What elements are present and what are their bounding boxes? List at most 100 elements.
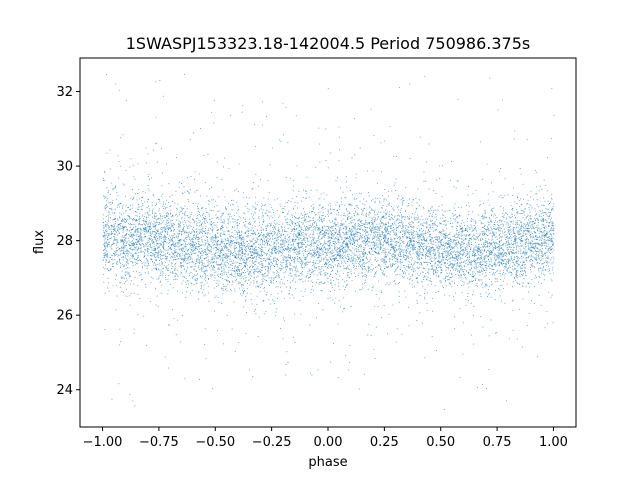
scatter-point <box>216 247 218 249</box>
scatter-point <box>364 251 366 253</box>
scatter-point <box>198 236 199 238</box>
scatter-point <box>423 261 424 263</box>
scatter-point <box>358 257 360 259</box>
scatter-point <box>507 194 509 196</box>
scatter-point <box>442 230 444 232</box>
scatter-point <box>484 255 486 257</box>
scatter-point <box>266 116 267 117</box>
scatter-point <box>410 250 411 252</box>
scatter-point <box>296 234 298 236</box>
scatter-point <box>541 234 543 236</box>
scatter-point <box>316 267 318 269</box>
scatter-point <box>221 240 222 242</box>
scatter-point <box>450 266 452 267</box>
scatter-point <box>122 240 124 242</box>
scatter-point <box>387 241 389 243</box>
scatter-point <box>159 275 161 276</box>
scatter-point <box>189 192 191 194</box>
scatter-point <box>453 265 455 267</box>
scatter-point <box>469 205 471 207</box>
scatter-point <box>299 226 300 228</box>
scatter-point <box>508 244 510 245</box>
scatter-point <box>378 265 380 266</box>
scatter-point <box>446 234 448 236</box>
scatter-point <box>235 257 237 258</box>
scatter-point <box>319 274 321 276</box>
scatter-point <box>317 369 319 371</box>
scatter-point <box>295 223 297 225</box>
scatter-point <box>289 250 290 251</box>
scatter-point <box>116 206 118 208</box>
scatter-point <box>153 236 155 238</box>
scatter-point <box>361 273 363 275</box>
scatter-point <box>359 225 361 227</box>
scatter-point <box>330 361 332 363</box>
scatter-point <box>498 257 500 259</box>
scatter-point <box>269 239 271 240</box>
scatter-point <box>148 229 149 231</box>
scatter-point <box>547 208 549 210</box>
scatter-point <box>151 240 153 242</box>
scatter-point <box>241 247 243 248</box>
scatter-point <box>420 245 422 247</box>
scatter-point <box>285 264 287 266</box>
scatter-point <box>408 218 410 220</box>
scatter-point <box>367 334 369 336</box>
scatter-point <box>157 252 158 254</box>
scatter-point <box>254 256 256 258</box>
scatter-point <box>110 257 111 258</box>
scatter-point <box>180 265 182 267</box>
scatter-point <box>345 246 347 247</box>
scatter-point <box>336 258 337 259</box>
scatter-point <box>217 244 218 246</box>
scatter-point <box>267 215 268 216</box>
scatter-point <box>286 351 288 353</box>
scatter-point <box>301 261 302 263</box>
scatter-point <box>165 217 166 219</box>
scatter-point <box>343 260 345 262</box>
scatter-point <box>494 248 496 250</box>
scatter-point <box>223 271 225 273</box>
scatter-point <box>408 230 410 231</box>
scatter-point <box>339 266 341 268</box>
scatter-point <box>159 214 161 216</box>
scatter-point <box>500 253 502 255</box>
scatter-point <box>124 253 125 255</box>
scatter-point <box>237 233 238 235</box>
scatter-point <box>185 252 187 254</box>
scatter-point <box>379 269 381 270</box>
scatter-point <box>172 215 174 217</box>
scatter-point <box>275 315 277 317</box>
scatter-point <box>406 269 408 271</box>
scatter-point <box>114 233 116 235</box>
scatter-point <box>399 232 401 233</box>
scatter-point <box>163 220 165 222</box>
scatter-point <box>230 246 232 248</box>
scatter-point <box>151 240 152 242</box>
scatter-point <box>206 242 208 244</box>
scatter-point <box>273 280 274 281</box>
scatter-point <box>404 216 406 218</box>
scatter-point <box>520 228 522 230</box>
scatter-point <box>291 216 293 218</box>
scatter-point <box>390 239 392 240</box>
scatter-point <box>143 264 145 266</box>
scatter-point <box>103 257 105 258</box>
scatter-point <box>541 224 543 226</box>
scatter-point <box>239 237 241 239</box>
scatter-point <box>293 261 295 263</box>
scatter-point <box>182 280 184 282</box>
scatter-point <box>412 222 414 224</box>
scatter-point <box>525 234 527 235</box>
scatter-point <box>551 210 553 212</box>
scatter-point <box>181 209 183 211</box>
scatter-point <box>512 252 514 254</box>
scatter-point <box>306 213 308 215</box>
scatter-point <box>527 228 528 229</box>
scatter-point <box>188 272 190 274</box>
scatter-point <box>209 209 211 211</box>
scatter-point <box>542 258 544 260</box>
scatter-point <box>178 246 180 248</box>
scatter-point <box>331 267 332 269</box>
scatter-point <box>233 215 235 216</box>
